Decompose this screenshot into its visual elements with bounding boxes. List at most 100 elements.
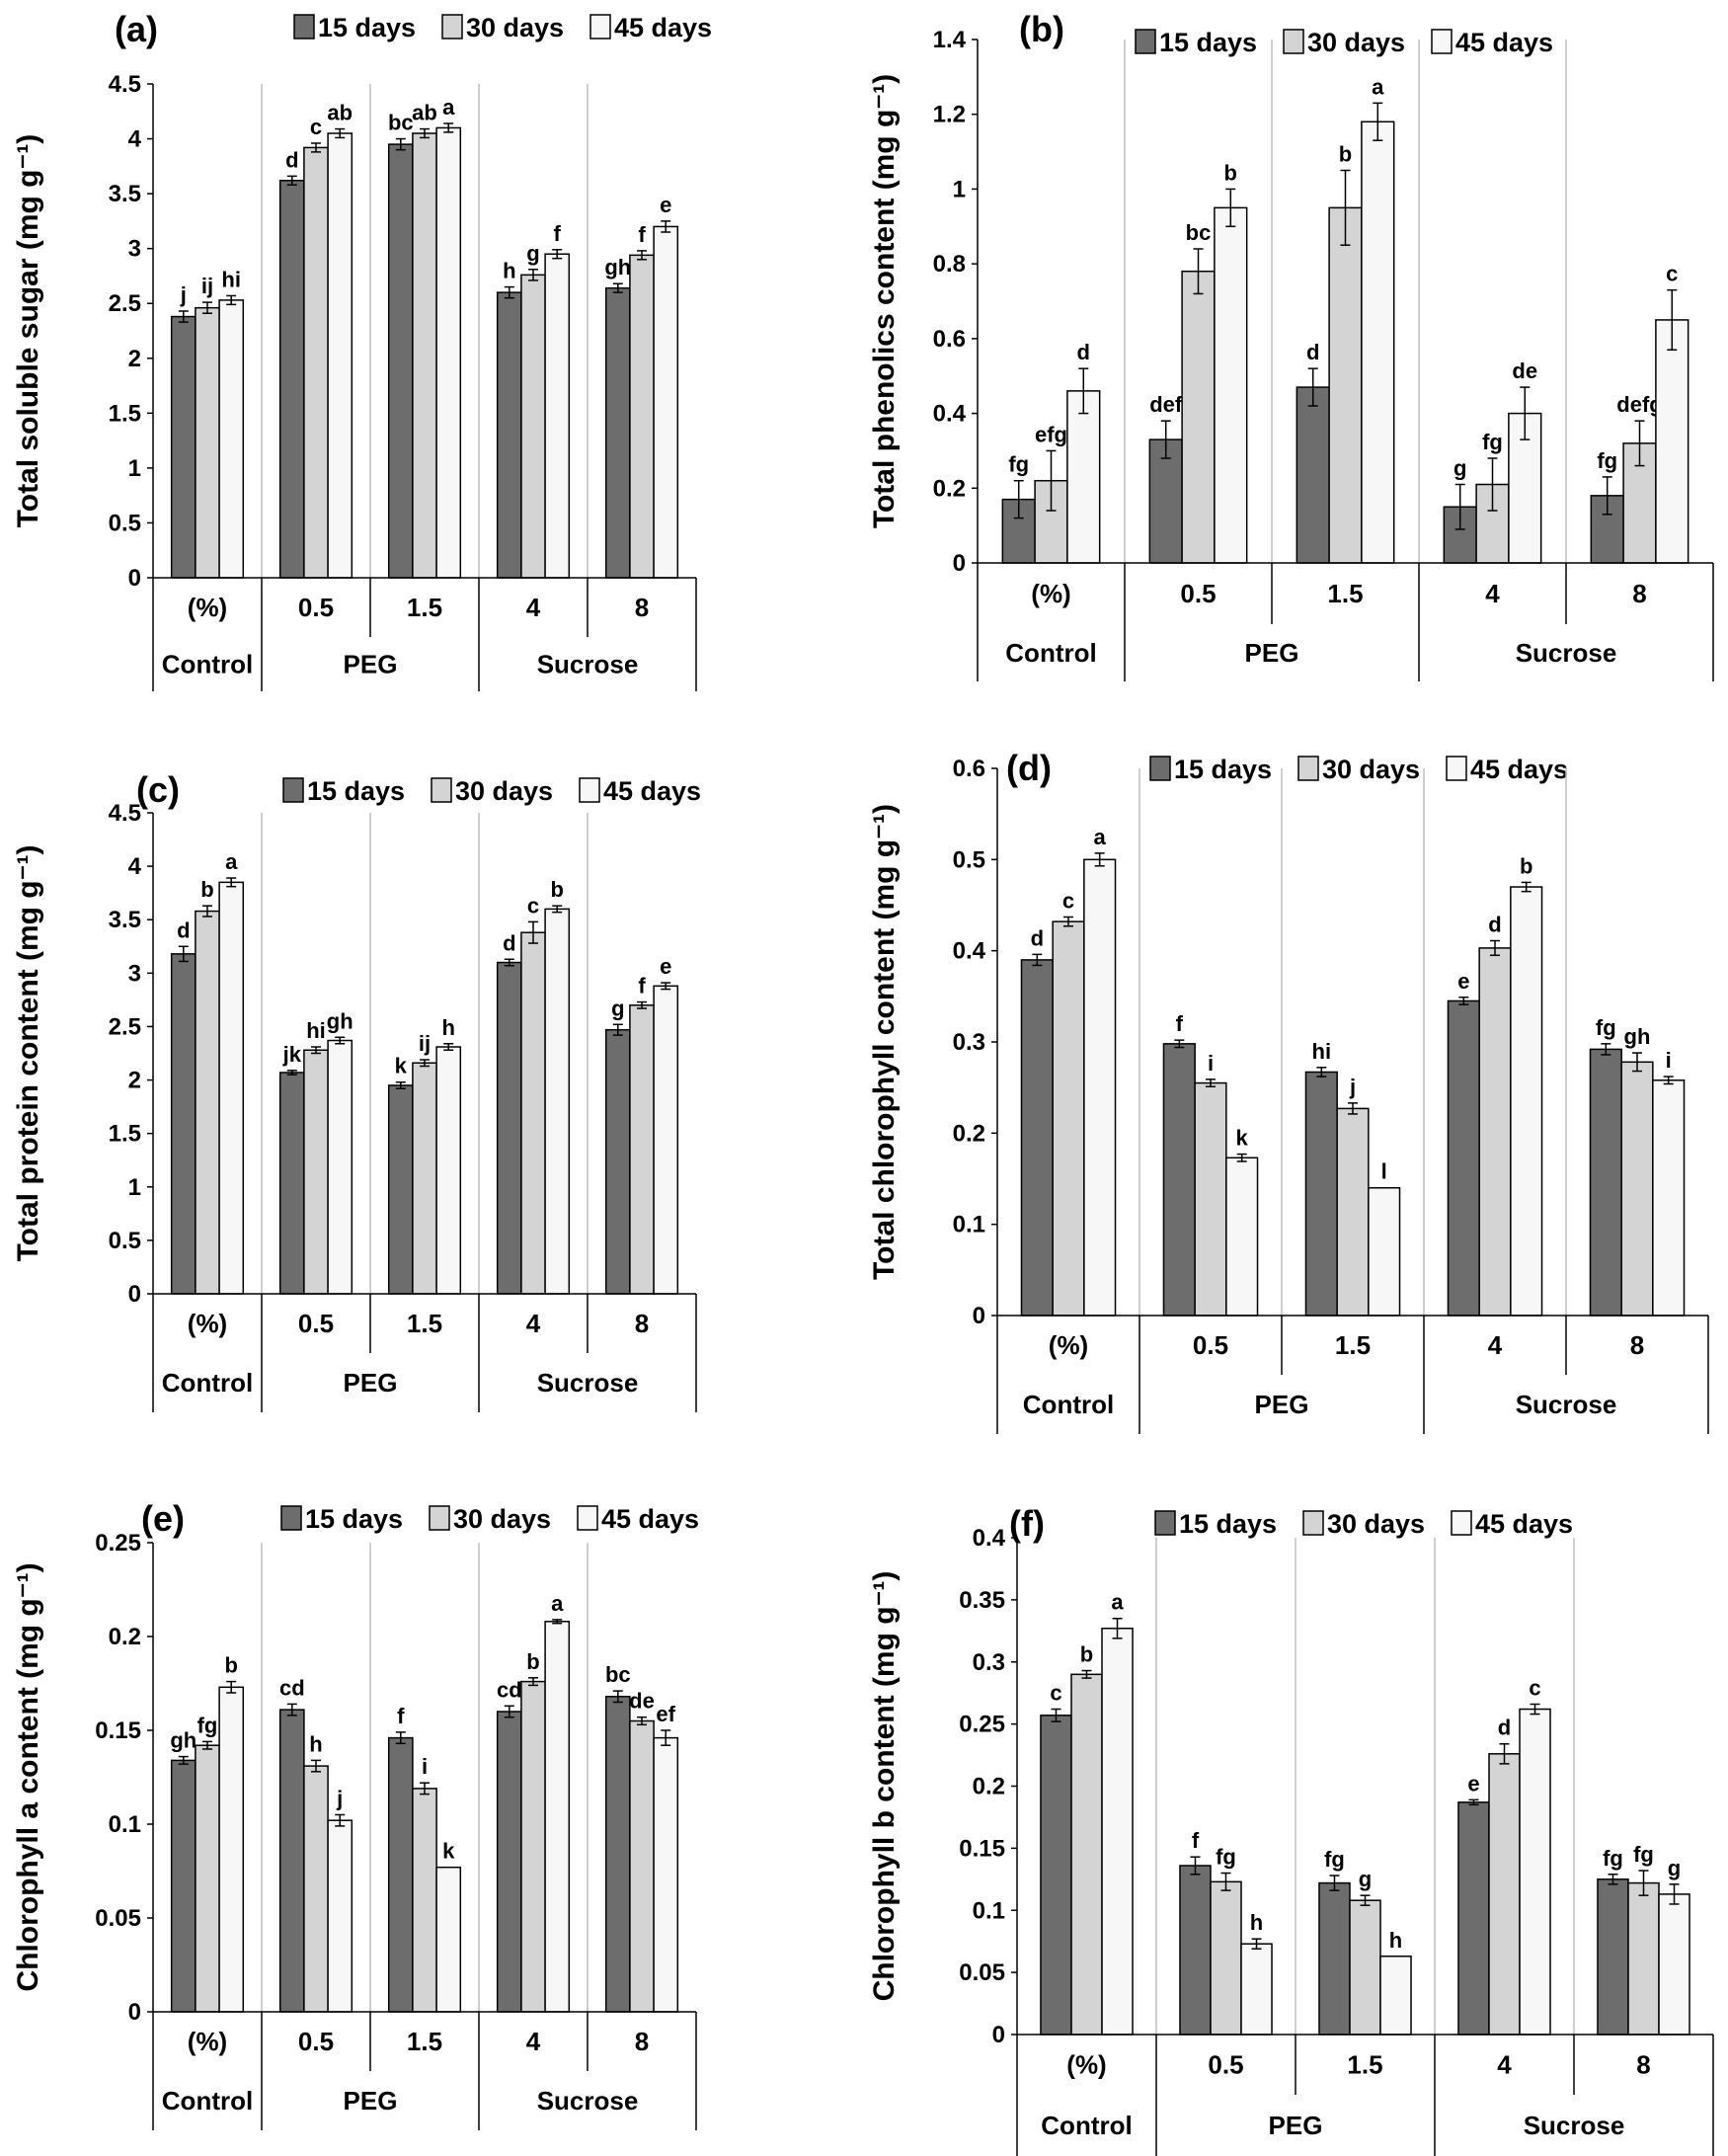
significance-letter: b — [550, 877, 563, 902]
bar — [653, 985, 679, 1295]
legend-label: 30 days — [455, 776, 553, 806]
significance-letter: e — [1457, 969, 1469, 994]
x-group-label: Control — [1023, 1390, 1114, 1419]
significance-letter: k — [442, 1839, 455, 1864]
bar — [496, 291, 522, 579]
x-group-label: Sucrose — [537, 1368, 639, 1397]
significance-letter: b — [1080, 1642, 1093, 1667]
x-group-label: Control — [162, 2086, 253, 2116]
legend-label: 30 days — [1322, 755, 1420, 784]
significance-letter: d — [1077, 340, 1090, 364]
legend-label: 30 days — [453, 1504, 551, 1534]
legend-swatch — [1431, 29, 1453, 54]
x-category-label: 4 — [526, 1309, 541, 1338]
significance-letter: fg — [1603, 1846, 1623, 1871]
y-axis-label: Chlorophyll a content (mg g⁻¹) — [12, 1562, 44, 1991]
x-group-label: Sucrose — [537, 650, 639, 679]
significance-letter: fg — [197, 1713, 218, 1737]
x-category-label: 8 — [1630, 1330, 1644, 1360]
legend-label: 30 days — [466, 13, 564, 42]
significance-letter: e — [660, 954, 671, 979]
y-tick-label: 0.2 — [953, 1120, 985, 1147]
y-tick-label: 2 — [128, 1068, 141, 1094]
bar — [1620, 1061, 1654, 1317]
significance-letter: b — [526, 1649, 539, 1674]
significance-letter: ef — [656, 1702, 675, 1726]
significance-letter: f — [1176, 1011, 1184, 1036]
significance-letter: d — [503, 930, 515, 955]
significance-letter: fg — [1596, 1015, 1616, 1040]
bar — [604, 1696, 631, 2013]
y-tick-label: 1.5 — [109, 1121, 141, 1148]
y-tick-label: 3 — [128, 960, 141, 987]
x-group-label: Control — [162, 650, 253, 679]
y-tick-label: 0.6 — [933, 326, 966, 353]
y-tick-label: 0.3 — [953, 1029, 985, 1056]
chart-panel-1: (a) 15 days 30 days 45 days 0 0.5 1 1.5 2 2.5 3 3.5… — [12, 9, 712, 691]
x-group-label: PEG — [1255, 1390, 1309, 1419]
x-category-label: (%) — [188, 1309, 227, 1338]
significance-letter: ab — [327, 101, 353, 125]
y-tick-label: 3.5 — [109, 181, 141, 207]
bar — [1020, 959, 1054, 1317]
significance-letter: fg — [1324, 1847, 1345, 1872]
x-group-label: PEG — [344, 1368, 398, 1397]
chart-panel-2: (b) 15 days 30 days 45 days 0 0.2 0.4 0.6 0.8 1 1.… — [868, 9, 1714, 681]
legend-swatch — [1451, 1510, 1472, 1536]
x-category-label: 4 — [526, 593, 541, 622]
x-category-label: 0.5 — [1180, 579, 1216, 608]
significance-letter: j — [180, 282, 187, 307]
significance-letter: h — [503, 259, 515, 283]
significance-letter: cd — [279, 1675, 305, 1700]
legend-swatch — [441, 14, 463, 40]
bar — [629, 1719, 655, 2013]
significance-letter: i — [1666, 1048, 1672, 1073]
significance-letter: k — [395, 1054, 408, 1078]
y-tick-label: 0.4 — [973, 1525, 1006, 1552]
bar — [544, 1621, 571, 2013]
y-axis-label: Chlorophyll b content (mg g⁻¹) — [868, 1571, 901, 2002]
significance-letter: gh — [170, 1728, 196, 1753]
bar — [412, 1788, 437, 2013]
x-group-label: Control — [1005, 638, 1096, 668]
y-tick-label: 0.1 — [973, 1897, 1005, 1924]
significance-letter: d — [285, 147, 298, 172]
y-tick-label: 0.3 — [973, 1649, 1005, 1676]
significance-letter: b — [1339, 142, 1352, 167]
significance-letter: c — [527, 893, 539, 918]
significance-letter: cd — [497, 1677, 522, 1702]
y-tick-label: 0.5 — [109, 1228, 141, 1254]
y-tick-label: 1.2 — [933, 102, 966, 128]
significance-letter: b — [224, 1653, 237, 1678]
bar — [387, 1084, 414, 1295]
x-category-label: 8 — [1632, 579, 1646, 608]
significance-letter: gh — [1624, 1024, 1651, 1049]
bar — [496, 961, 522, 1295]
bar — [1597, 1878, 1629, 2036]
x-category-label: 8 — [635, 2027, 649, 2056]
bar — [387, 1736, 414, 2013]
y-axis-label: Total chlorophyll content (mg g⁻¹) — [868, 804, 901, 1280]
significance-letter: d — [1306, 340, 1319, 364]
legend-label: 45 days — [1470, 755, 1568, 784]
x-category-label: 4 — [1497, 2050, 1512, 2080]
legend-label: 45 days — [614, 13, 712, 42]
significance-letter: gh — [604, 255, 631, 279]
bar — [520, 274, 546, 579]
y-tick-label: 0.35 — [959, 1587, 1005, 1614]
bar — [1296, 386, 1330, 564]
panel-label: (d) — [1006, 748, 1052, 788]
x-group-label: Sucrose — [1524, 2111, 1625, 2140]
x-category-label: 1.5 — [407, 593, 442, 622]
significance-letter: k — [1236, 1126, 1249, 1151]
bar — [412, 1062, 437, 1295]
bar — [653, 225, 679, 579]
bar — [1162, 1043, 1196, 1317]
bar — [1655, 319, 1689, 564]
x-category-label: 0.5 — [298, 593, 334, 622]
legend-swatch — [1297, 756, 1319, 781]
y-tick-label: 0 — [953, 550, 966, 577]
bar — [544, 908, 571, 1295]
bar — [1318, 1881, 1351, 2036]
y-axis-label: Total soluble sugar (mg g⁻¹) — [12, 134, 44, 528]
